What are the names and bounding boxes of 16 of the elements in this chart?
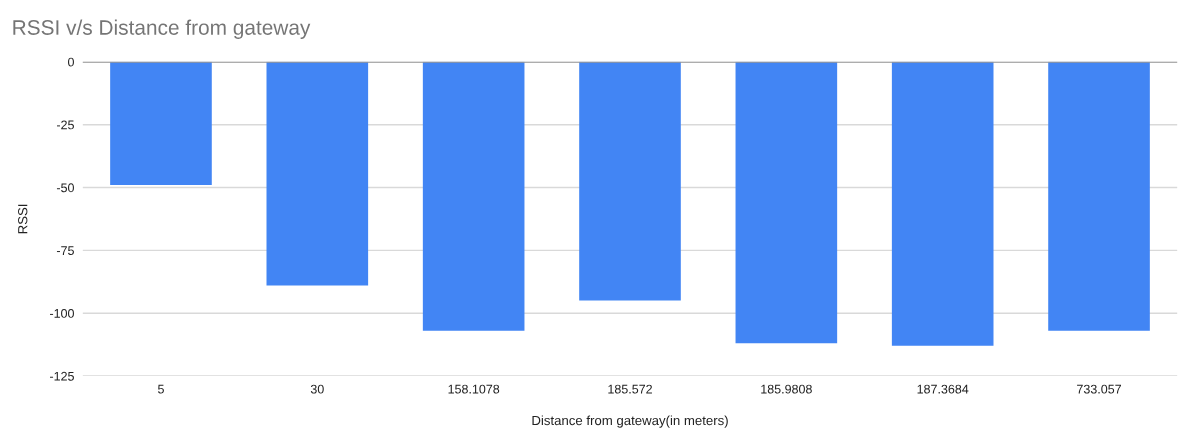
chart-title: RSSI v/s Distance from gateway — [13, 19, 311, 39]
x-tick-label: 187.3684 — [917, 384, 969, 394]
x-tick-label: 158.1078 — [448, 384, 500, 394]
x-tick-label: 5 — [158, 384, 164, 394]
x-tick-label: 185.572 — [608, 384, 652, 394]
x-tick-label: 30 — [310, 384, 324, 394]
y-tick-label: -25 — [56, 120, 74, 130]
y-tick-label: -75 — [56, 246, 74, 256]
y-axis-title: RSSI — [18, 204, 28, 234]
y-tick-label: -125 — [50, 371, 74, 381]
x-axis-title: Distance from gateway(in meters) — [532, 415, 728, 428]
y-tick-label: 0 — [68, 57, 74, 67]
y-tick-label: -50 — [56, 183, 74, 193]
x-tick-label: 185.9808 — [761, 384, 812, 394]
x-tick-label: 733.057 — [1077, 384, 1121, 394]
y-tick-label: -100 — [50, 308, 74, 318]
